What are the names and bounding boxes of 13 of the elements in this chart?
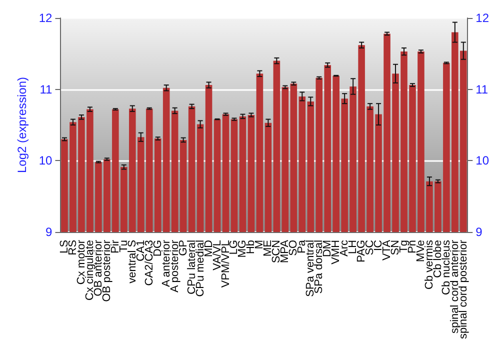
y-tick-label: 10 — [38, 154, 53, 168]
y-tick-label: 11 — [40, 82, 53, 96]
x-tick-label: Tg — [398, 240, 410, 253]
y2-tick-label: 12 — [476, 11, 490, 25]
x-tick-label: spinal cord posterior — [457, 240, 470, 340]
y-axis-title: Log2 (expression) — [15, 76, 29, 174]
y2-tick-label: 9 — [476, 224, 483, 239]
y-tick-label: 12 — [38, 11, 53, 25]
x-tick-label: OB posterior — [100, 240, 113, 302]
y-tick-label: 9 — [46, 224, 53, 239]
y2-tick-label: 11 — [476, 82, 488, 96]
y2-tick-label: 10 — [476, 154, 490, 168]
x-tick-label: A posterior — [168, 240, 181, 293]
